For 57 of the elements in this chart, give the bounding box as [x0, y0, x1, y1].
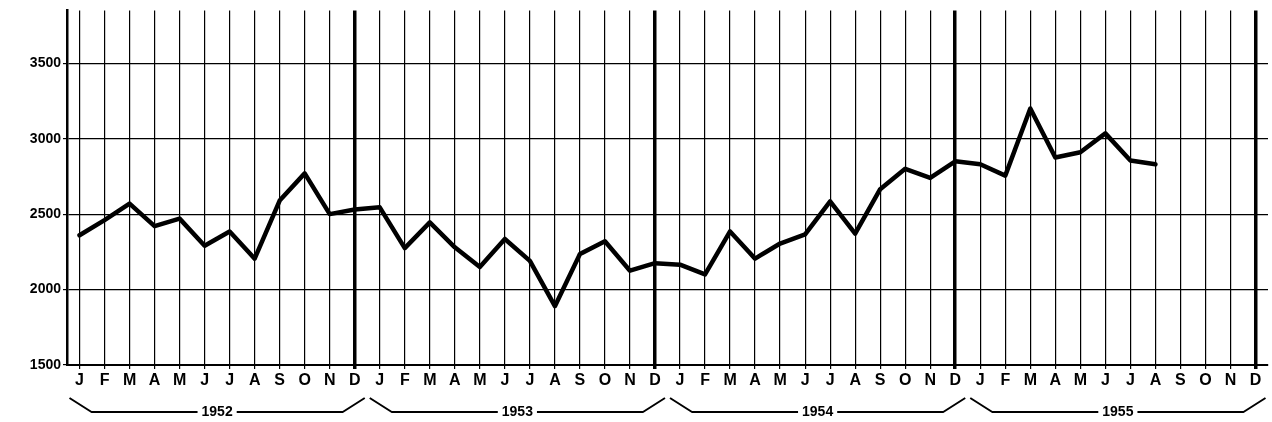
x-tick-label: J	[825, 371, 835, 389]
x-tick-label: A	[1049, 371, 1062, 389]
x-tick-label: S	[874, 371, 886, 389]
x-tick-label: J	[500, 371, 510, 389]
x-tick-label: S	[1175, 371, 1187, 389]
x-tick-label: M	[172, 371, 187, 389]
x-tick-label: J	[200, 371, 210, 389]
x-tick-label: N	[924, 371, 936, 389]
x-tick-label: J	[225, 371, 235, 389]
x-tick-label: J	[800, 371, 810, 389]
x-tick-label: D	[949, 371, 962, 389]
x-tick-label: M	[773, 371, 787, 389]
x-tick-label: J	[525, 371, 535, 389]
x-tick-label: A	[449, 371, 462, 389]
x-tick-label: D	[1249, 371, 1262, 389]
x-tick-label: N	[624, 371, 636, 389]
x-tick-label: D	[348, 371, 361, 389]
x-tick-label: O	[598, 371, 612, 389]
x-tick-label: F	[399, 371, 410, 389]
x-tick-label: A	[549, 371, 562, 389]
x-tick-label: M	[1073, 371, 1088, 389]
x-tick-label: M	[122, 371, 137, 389]
y-tick-label: 2000	[29, 280, 62, 297]
x-tick-label: O	[898, 371, 912, 389]
x-tick-label: J	[1125, 371, 1135, 389]
x-tick-label: M	[473, 371, 487, 389]
x-tick-label: J	[375, 371, 385, 389]
x-tick-label: S	[274, 371, 286, 389]
y-tick-label: 2500	[29, 204, 62, 221]
text: 1954	[802, 402, 834, 419]
x-tick-label: J	[75, 371, 84, 389]
text: 1955	[1102, 402, 1134, 419]
x-tick-label: S	[574, 371, 586, 389]
x-tick-label: A	[248, 371, 261, 389]
x-tick-label: N	[1224, 371, 1237, 389]
text: 1953	[501, 402, 534, 419]
x-tick-label: J	[975, 371, 985, 389]
x-tick-label: O	[1199, 371, 1212, 389]
y-tick-label: 3000	[29, 129, 62, 146]
x-tick-label: M	[423, 371, 437, 389]
x-tick-label: F	[99, 371, 110, 389]
text: 1952	[201, 402, 233, 419]
y-tick-label: 3500	[29, 54, 62, 71]
x-tick-label: J	[1100, 371, 1110, 389]
x-tick-label: D	[649, 371, 661, 389]
x-tick-label: N	[323, 371, 336, 389]
x-tick-label: J	[675, 371, 685, 389]
x-tick-label: A	[749, 371, 762, 389]
x-tick-label: A	[148, 371, 161, 389]
x-tick-label: F	[700, 371, 711, 389]
x-tick-label: O	[298, 371, 311, 389]
x-tick-label: F	[1000, 371, 1011, 389]
y-tick-label: 1500	[29, 355, 62, 372]
x-tick-label: M	[1023, 371, 1037, 389]
x-tick-label: A	[849, 371, 862, 389]
x-tick-label: M	[723, 371, 737, 389]
x-tick-label: A	[1149, 371, 1162, 389]
